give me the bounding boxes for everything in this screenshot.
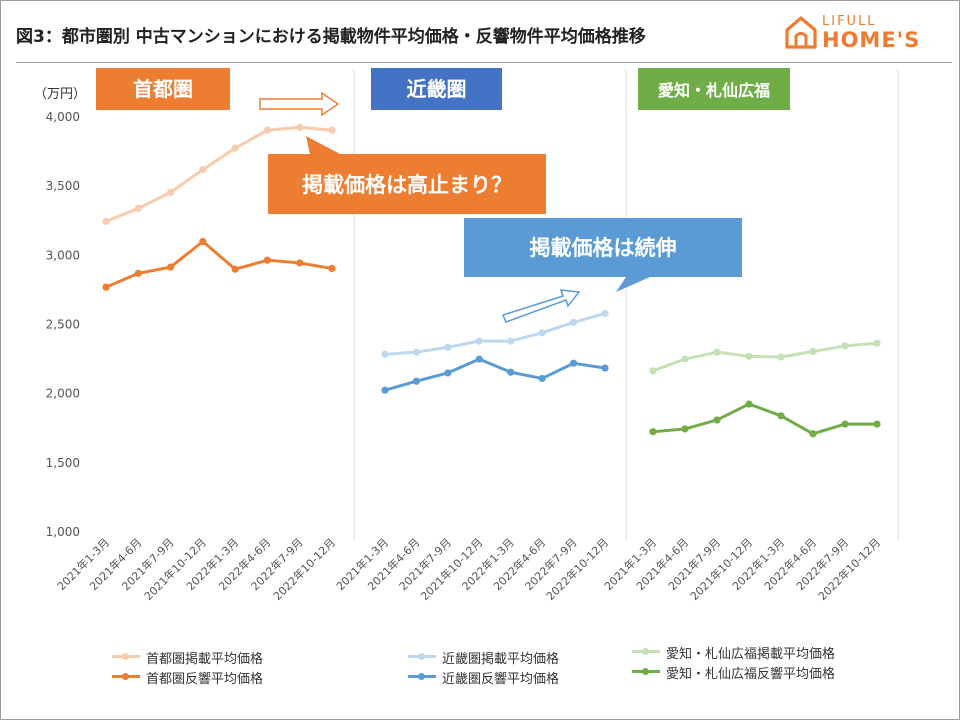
data-point	[102, 217, 110, 226]
data-point	[412, 377, 421, 385]
data-point	[166, 263, 175, 271]
series-line-0-1	[105, 240, 333, 289]
title-separator	[16, 62, 952, 63]
data-point	[745, 352, 753, 360]
data-point	[296, 123, 304, 131]
legend-label: 首都圏掲載平均価格	[146, 652, 264, 667]
series-line-2-1	[652, 402, 877, 436]
data-point	[777, 412, 785, 420]
y-tick-label: 2,500	[46, 318, 80, 332]
region-label-text: 首都圏	[133, 77, 193, 101]
data-point	[601, 309, 609, 318]
data-point	[873, 339, 881, 347]
series-line-2-0	[652, 341, 878, 373]
data-point	[538, 374, 546, 383]
legend-label: 近畿圏反響平均価格	[442, 672, 560, 687]
arrow-up-right-icon	[501, 289, 581, 323]
region-label-1: 近畿圏	[371, 68, 502, 110]
data-point	[745, 400, 753, 408]
legend-swatch-dot	[122, 653, 129, 660]
region-label-text: 近畿圏	[407, 77, 467, 101]
legend-label: 愛知・札仙広福掲載平均価格	[666, 647, 836, 662]
data-point	[231, 144, 239, 152]
callout-text-1: 掲載価格は高止まり？	[302, 173, 512, 197]
data-point	[328, 126, 336, 134]
data-point	[538, 329, 546, 337]
logo-lifull-text: LIFULL	[822, 14, 877, 29]
callout-box-2	[464, 218, 742, 292]
data-point	[681, 425, 689, 433]
data-point	[134, 204, 142, 212]
legend-swatch-dot	[418, 653, 425, 660]
arrow-right-icon	[259, 91, 340, 117]
data-point	[199, 237, 207, 246]
series-line-1-1	[384, 357, 606, 392]
data-point	[263, 126, 272, 134]
data-point	[381, 350, 389, 358]
y-tick-label: 1,500	[46, 456, 80, 470]
data-point	[809, 430, 817, 438]
legend-swatch-dot	[642, 668, 649, 675]
page-title: 図3：都市圏別 中古マンションにおける掲載物件平均価格・反響物件平均価格推移	[16, 27, 646, 47]
legend-swatch-dot	[418, 673, 425, 680]
data-point	[809, 347, 817, 356]
data-point	[649, 367, 657, 375]
y-axis-unit-label: （万円）	[34, 87, 86, 102]
region-label-text: 愛知・札仙広福	[658, 81, 770, 100]
data-point	[102, 283, 110, 291]
data-point	[475, 355, 483, 363]
data-point	[713, 348, 721, 356]
data-point	[381, 386, 389, 394]
callout-text-2: 掲載価格は続伸	[530, 236, 677, 260]
data-point	[713, 416, 721, 424]
region-label-box	[371, 68, 502, 110]
data-point	[569, 359, 578, 367]
legend-label: 愛知・札仙広福反響平均価格	[666, 667, 836, 682]
series-line-1-0	[384, 311, 606, 356]
data-point	[263, 256, 272, 264]
region-label-0: 首都圏	[96, 68, 230, 110]
data-point	[444, 343, 452, 351]
data-point	[444, 369, 452, 377]
y-tick-label: 3,500	[46, 179, 80, 193]
data-point	[681, 355, 689, 363]
legend-swatch-dot	[642, 648, 649, 655]
data-point	[134, 269, 142, 277]
data-point	[475, 337, 483, 345]
data-point	[199, 165, 207, 174]
legend-label: 首都圏反響平均価格	[146, 672, 264, 687]
data-point	[296, 259, 304, 267]
y-tick-label: 4,000	[46, 110, 80, 124]
data-point	[328, 264, 336, 273]
lifull-homes-logo: LIFULL HOME'S	[784, 12, 944, 52]
house-logo-icon	[785, 16, 817, 49]
data-point	[649, 428, 657, 436]
legend-label: 近畿圏掲載平均価格	[442, 652, 560, 667]
logo-homes-text: HOME'S	[822, 28, 921, 52]
y-tick-label: 3,000	[46, 248, 80, 262]
data-point	[777, 353, 785, 361]
data-point	[841, 420, 849, 428]
callout-box-1	[268, 136, 546, 214]
data-point	[569, 318, 578, 327]
legend-swatch-dot	[122, 673, 129, 680]
data-point	[166, 188, 175, 196]
data-point	[841, 342, 849, 350]
region-label-2: 愛知・札仙広福	[638, 68, 790, 110]
region-label-box	[96, 68, 230, 110]
data-point	[412, 348, 421, 356]
data-point	[507, 368, 515, 376]
data-point	[231, 265, 239, 273]
series-line-0-0	[105, 125, 333, 223]
region-label-box	[638, 68, 790, 110]
y-tick-label: 1,000	[46, 525, 80, 539]
data-point	[873, 420, 881, 428]
data-point	[601, 364, 609, 372]
data-point	[507, 337, 515, 345]
y-tick-label: 2,000	[46, 387, 80, 401]
